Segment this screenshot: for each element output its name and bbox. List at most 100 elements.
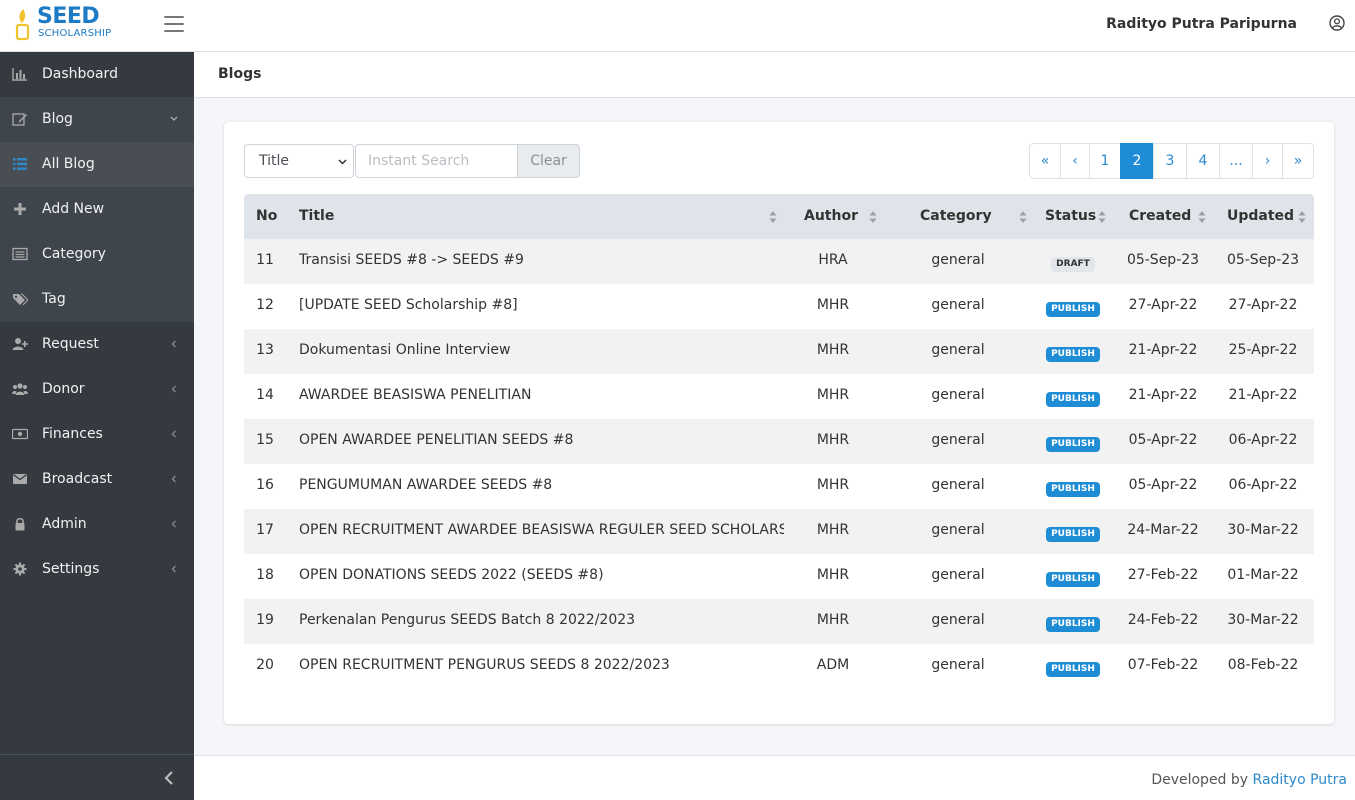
table-row[interactable]: 12 [UPDATE SEED Scholarship #8] MHR gene… bbox=[244, 284, 1314, 329]
sidebar-item-label: Tag bbox=[42, 291, 66, 307]
table-row[interactable]: 17 OPEN RECRUITMENT AWARDEE BEASISWA REG… bbox=[244, 509, 1314, 554]
tags-icon bbox=[13, 293, 28, 306]
cell-title-link[interactable]: OPEN AWARDEE PENELITIAN SEEDS #8 bbox=[299, 432, 574, 448]
column-header-status[interactable]: Status bbox=[1045, 208, 1097, 224]
cell-status: DRAFT bbox=[1034, 254, 1112, 272]
cell-updated: 01-Mar-22 bbox=[1227, 567, 1299, 583]
cell-title-link[interactable]: OPEN DONATIONS SEEDS 2022 (SEEDS #8) bbox=[299, 567, 604, 583]
chevron-down-icon bbox=[338, 159, 347, 165]
sidebar-item-blog[interactable]: Blog bbox=[0, 97, 194, 142]
column-header-author[interactable]: Author bbox=[804, 208, 858, 224]
sidebar-item-donor[interactable]: Donor bbox=[0, 367, 194, 412]
status-badge: PUBLISH bbox=[1046, 392, 1100, 407]
cell-author: MHR bbox=[816, 297, 850, 313]
cell-title-link[interactable]: OPEN RECRUITMENT PENGURUS SEEDS 8 2022/2… bbox=[299, 657, 670, 673]
table-row[interactable]: 20 OPEN RECRUITMENT PENGURUS SEEDS 8 202… bbox=[244, 644, 1314, 689]
user-name[interactable]: Radityo Putra Paripurna bbox=[1106, 16, 1297, 32]
menu-toggle-icon[interactable] bbox=[164, 16, 184, 32]
sidebar-item-all-blog[interactable]: All Blog bbox=[0, 142, 194, 187]
table-row[interactable]: 16 PENGUMUMAN AWARDEE SEEDS #8 MHR gener… bbox=[244, 464, 1314, 509]
envelope-icon bbox=[13, 474, 27, 484]
cell-updated: 21-Apr-22 bbox=[1228, 387, 1298, 403]
cell-title-link[interactable]: Perkenalan Pengurus SEEDS Batch 8 2022/2… bbox=[299, 612, 636, 628]
page-first-button[interactable]: « bbox=[1029, 143, 1061, 179]
blog-list-card: Title Clear « ‹ 1 2 3 4 ... › » No Title… bbox=[224, 122, 1334, 724]
sidebar-item-broadcast[interactable]: Broadcast bbox=[0, 457, 194, 502]
status-badge: PUBLISH bbox=[1046, 347, 1100, 362]
sidebar-item-finances[interactable]: Finances bbox=[0, 412, 194, 457]
cell-category: general bbox=[931, 297, 985, 313]
developer-link[interactable]: Radityo Putra bbox=[1252, 772, 1347, 788]
cell-author: MHR bbox=[816, 432, 850, 448]
cell-title-link[interactable]: Transisi SEEDS #8 -> SEEDS #9 bbox=[299, 252, 524, 268]
page-button[interactable]: 1 bbox=[1089, 143, 1121, 179]
column-header-no[interactable]: No bbox=[256, 208, 278, 224]
table-row[interactable]: 15 OPEN AWARDEE PENELITIAN SEEDS #8 MHR … bbox=[244, 419, 1314, 464]
status-badge: DRAFT bbox=[1051, 257, 1095, 272]
sort-icon[interactable] bbox=[869, 210, 877, 224]
user-circle-icon[interactable] bbox=[1329, 15, 1345, 31]
cell-title-link[interactable]: [UPDATE SEED Scholarship #8] bbox=[299, 297, 518, 313]
table-row[interactable]: 18 OPEN DONATIONS SEEDS 2022 (SEEDS #8) … bbox=[244, 554, 1314, 599]
page-last-button[interactable]: » bbox=[1282, 143, 1314, 179]
cell-no: 19 bbox=[256, 612, 274, 628]
sort-icon[interactable] bbox=[1298, 210, 1306, 224]
table-row[interactable]: 13 Dokumentasi Online Interview MHR gene… bbox=[244, 329, 1314, 374]
page-button-current[interactable]: 2 bbox=[1120, 143, 1154, 179]
status-badge: PUBLISH bbox=[1046, 482, 1100, 497]
instant-search-input[interactable] bbox=[355, 144, 518, 178]
sort-icon[interactable] bbox=[1098, 210, 1106, 224]
status-badge: PUBLISH bbox=[1046, 572, 1100, 587]
column-header-created[interactable]: Created bbox=[1129, 208, 1192, 224]
sidebar-item-tag[interactable]: Tag bbox=[0, 277, 194, 322]
sidebar-item-label: Broadcast bbox=[42, 471, 113, 487]
sidebar-item-admin[interactable]: Admin bbox=[0, 502, 194, 547]
table-row[interactable]: 19 Perkenalan Pengurus SEEDS Batch 8 202… bbox=[244, 599, 1314, 644]
sidebar-item-dashboard[interactable]: Dashboard bbox=[0, 52, 194, 97]
sort-icon[interactable] bbox=[1019, 210, 1027, 224]
cell-no: 18 bbox=[256, 567, 274, 583]
column-header-updated[interactable]: Updated bbox=[1227, 208, 1295, 224]
cell-title-link[interactable]: Dokumentasi Online Interview bbox=[299, 342, 511, 358]
cell-created: 05-Sep-23 bbox=[1126, 252, 1200, 268]
sidebar-item-add-new[interactable]: Add New bbox=[0, 187, 194, 232]
cell-category: general bbox=[931, 657, 985, 673]
sidebar-item-label: Donor bbox=[42, 381, 85, 397]
search-field-select[interactable]: Title bbox=[244, 144, 354, 178]
app-logo[interactable]: SEED SCHOLARSHIP bbox=[12, 4, 122, 44]
cell-author: MHR bbox=[816, 522, 850, 538]
cell-category: general bbox=[931, 387, 985, 403]
clear-button[interactable]: Clear bbox=[517, 144, 580, 178]
page-next-button[interactable]: › bbox=[1252, 143, 1283, 179]
cell-title-link[interactable]: AWARDEE BEASISWA PENELITIAN bbox=[299, 387, 532, 403]
logo-title: SEED bbox=[37, 4, 100, 29]
sidebar-item-settings[interactable]: Settings bbox=[0, 547, 194, 592]
cell-updated: 06-Apr-22 bbox=[1228, 432, 1298, 448]
sidebar-item-request[interactable]: Request bbox=[0, 322, 194, 367]
cell-category: general bbox=[931, 522, 985, 538]
cell-created: 05-Apr-22 bbox=[1128, 477, 1198, 493]
sidebar-item-label: Admin bbox=[42, 516, 87, 532]
chevron-left-icon bbox=[171, 430, 176, 438]
page-prev-button[interactable]: ‹ bbox=[1060, 143, 1090, 179]
cell-updated: 25-Apr-22 bbox=[1228, 342, 1298, 358]
chevron-left-icon bbox=[171, 475, 176, 483]
table-row[interactable]: 14 AWARDEE BEASISWA PENELITIAN MHR gener… bbox=[244, 374, 1314, 419]
page-button[interactable]: 4 bbox=[1186, 143, 1220, 179]
sidebar-item-label: All Blog bbox=[42, 156, 95, 172]
sort-icon[interactable] bbox=[1198, 210, 1206, 224]
collapse-sidebar-icon[interactable] bbox=[162, 770, 176, 786]
cell-created: 27-Feb-22 bbox=[1127, 567, 1199, 583]
sidebar-item-category[interactable]: Category bbox=[0, 232, 194, 277]
cell-title-link[interactable]: PENGUMUMAN AWARDEE SEEDS #8 bbox=[299, 477, 553, 493]
column-header-title[interactable]: Title bbox=[299, 208, 335, 224]
cell-category: general bbox=[931, 477, 985, 493]
footer-credit: Developed by Radityo Putra bbox=[1151, 772, 1347, 788]
sort-icon[interactable] bbox=[769, 210, 777, 224]
column-header-category[interactable]: Category bbox=[920, 208, 992, 224]
cell-no: 14 bbox=[256, 387, 274, 403]
table-row[interactable]: 11 Transisi SEEDS #8 -> SEEDS #9 HRA gen… bbox=[244, 239, 1314, 284]
chevron-down-icon bbox=[170, 116, 178, 121]
page-button[interactable]: 3 bbox=[1153, 143, 1187, 179]
cell-title-link[interactable]: OPEN RECRUITMENT AWARDEE BEASISWA REGULE… bbox=[299, 522, 784, 538]
